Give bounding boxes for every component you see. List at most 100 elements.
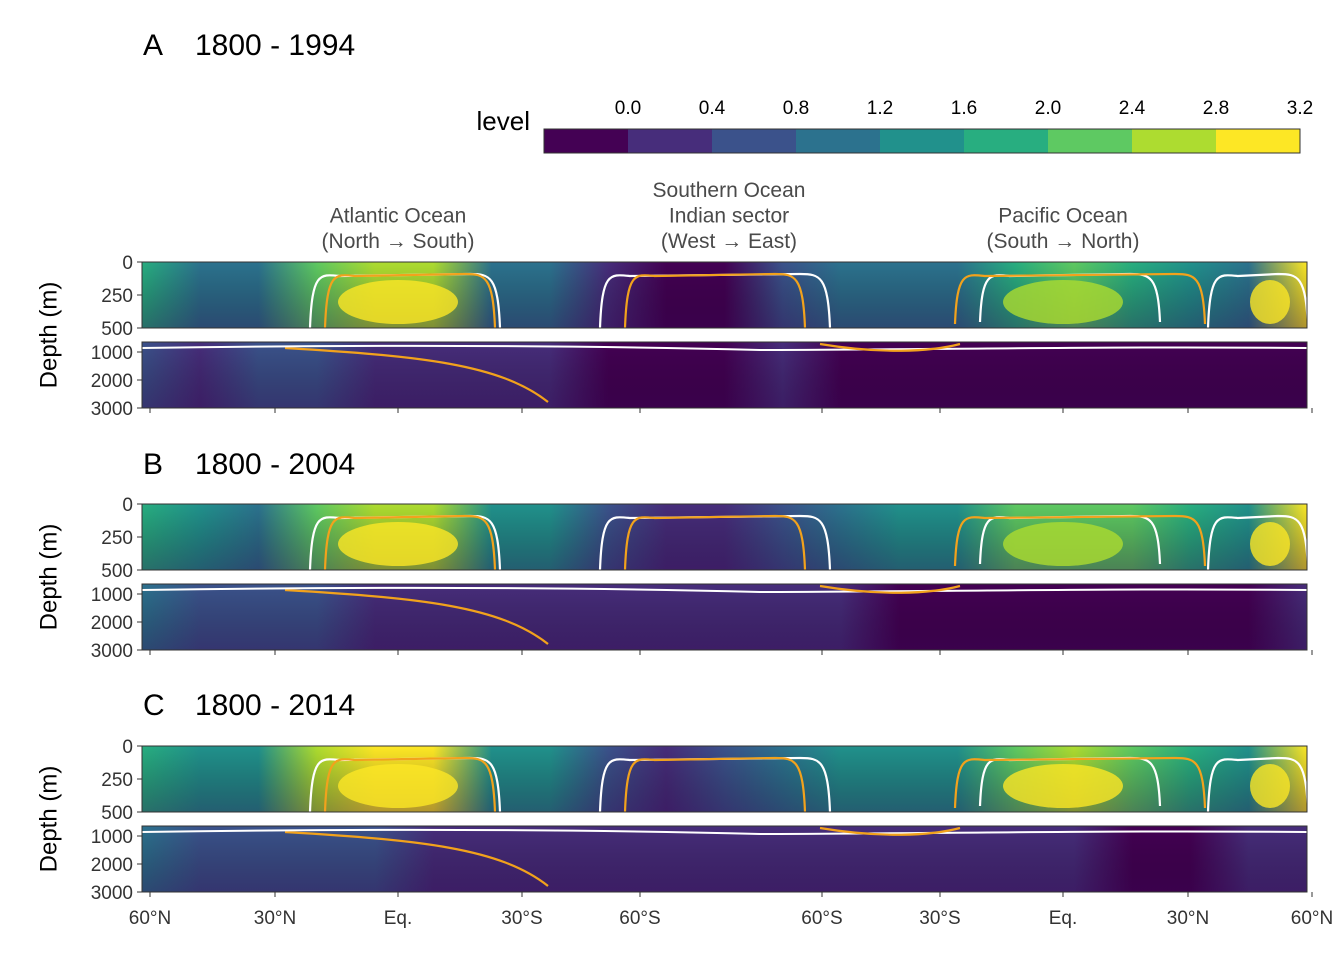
y-tick-label: 2000 — [91, 855, 133, 876]
legend-tick-label: 0.0 — [615, 98, 641, 119]
region-label-line: Pacific Ocean — [998, 205, 1128, 228]
region-label-line: Atlantic Ocean — [330, 205, 467, 228]
legend-swatch — [1132, 129, 1216, 153]
panel-letter: C — [143, 689, 165, 722]
high-patch — [1003, 764, 1123, 808]
y-tick-label: 1000 — [91, 827, 133, 848]
contour-white — [141, 828, 1308, 836]
region-label-line: (South → North) — [987, 230, 1140, 253]
panel-c: C 1800 - 2014 0 250 500 1000 2000 3000 Depth (m) — [35, 689, 1313, 904]
contour-orange — [953, 514, 1207, 567]
legend-tick-label: 3.2 — [1287, 98, 1313, 119]
depth-shade — [142, 342, 1307, 408]
y-tick-label: 250 — [101, 770, 133, 791]
y-tick-label: 3000 — [91, 883, 133, 904]
high-patch — [1003, 522, 1123, 566]
panel-letter: A — [143, 29, 163, 62]
contour-orange — [284, 830, 549, 887]
contour-orange — [284, 588, 549, 645]
legend-frame — [543, 128, 1301, 154]
y-tick-label: 1000 — [91, 343, 133, 364]
contour-white — [598, 756, 832, 813]
y-tick-label: 500 — [101, 561, 133, 582]
legend-tick-label: 0.8 — [783, 98, 809, 119]
y-tick-label: 1000 — [91, 585, 133, 606]
region-label-line: Southern Ocean — [653, 179, 806, 202]
high-patch — [338, 522, 458, 566]
panel-period: 1800 - 1994 — [195, 29, 355, 62]
region-label-line: (West → East) — [661, 230, 797, 253]
contour-orange — [284, 346, 549, 403]
contour-orange — [819, 826, 961, 836]
depth-shade — [142, 262, 1307, 328]
high-patch — [338, 280, 458, 324]
contour-white — [1206, 272, 1310, 329]
depth-shade — [142, 746, 1307, 812]
panel-a: A 1800 - 1994 0 250 500 1000 2000 3000 Depth (m) — [35, 29, 1313, 420]
x-tick-label: 60°S — [619, 908, 660, 929]
legend-tick-label: 2.4 — [1119, 98, 1146, 119]
y-axis-title: Depth (m) — [35, 766, 62, 873]
legend-tick-label: 2.0 — [1035, 98, 1061, 119]
contour-orange — [953, 756, 1207, 809]
contour-white — [1206, 514, 1310, 571]
contour-white — [1206, 756, 1310, 813]
y-tick-label: 3000 — [91, 641, 133, 662]
x-axis: 60°N 30°N Eq. 30°S 60°S 60°S 30°S Eq. 30°N 60°N — [129, 908, 1333, 929]
x-tick-label: 30°N — [1167, 908, 1209, 929]
contour-orange — [819, 342, 961, 352]
contour-white — [598, 514, 832, 571]
x-tick-label: 30°S — [501, 908, 542, 929]
region-label-line: (North → South) — [322, 230, 475, 253]
panel-letter: B — [143, 448, 163, 481]
y-tick-label: 500 — [101, 319, 133, 340]
depth-shade — [142, 584, 1307, 650]
contour-white — [141, 344, 1308, 352]
x-tick-label: 30°S — [919, 908, 960, 929]
high-patch — [1003, 280, 1123, 324]
y-axis-title: Depth (m) — [35, 282, 62, 389]
contour-orange — [623, 272, 807, 329]
contour-orange — [819, 584, 961, 594]
x-tick-label: 60°N — [129, 908, 171, 929]
contour-orange — [323, 272, 497, 329]
y-tick-label: 2000 — [91, 613, 133, 634]
legend-swatch — [712, 129, 796, 153]
y-tick-label: 0 — [122, 737, 133, 758]
legend-swatch — [628, 129, 712, 153]
x-tick-label: 30°N — [254, 908, 296, 929]
contour-orange — [323, 514, 497, 571]
panel-period: 1800 - 2004 — [195, 448, 355, 481]
legend-swatch — [1216, 129, 1300, 153]
y-tick-label: 250 — [101, 528, 133, 549]
contour-orange — [623, 514, 807, 571]
lower-frame — [141, 825, 1308, 893]
legend-tick-label: 2.8 — [1203, 98, 1229, 119]
region-labels: Atlantic Ocean(North → South) Southern Oc… — [322, 179, 1140, 253]
high-patch — [1250, 280, 1290, 324]
contour-orange — [623, 756, 807, 813]
high-patch — [1250, 522, 1290, 566]
high-patch — [1250, 764, 1290, 808]
depth-shade — [142, 504, 1307, 570]
legend-swatch — [1048, 129, 1132, 153]
legend-tick-label: 1.2 — [867, 98, 893, 119]
depth-shade — [142, 826, 1307, 892]
panels: A 1800 - 1994 0 250 500 1000 2000 3000 Depth (m)… — [35, 29, 1313, 904]
contour-orange — [323, 756, 497, 813]
y-axis-title: Depth (m) — [35, 524, 62, 631]
color-legend: level 0.0 0.4 0.8 1.2 1.6 2.0 2.4 2.8 3.2 — [477, 98, 1313, 154]
contour-orange — [953, 272, 1207, 325]
region-label-line: Indian sector — [669, 205, 789, 228]
y-tick-label: 500 — [101, 803, 133, 824]
legend-swatch — [880, 129, 964, 153]
legend-tick-label: 1.6 — [951, 98, 977, 119]
legend-title: level — [477, 106, 530, 136]
x-tick-label: 60°N — [1291, 908, 1333, 929]
x-tick-label: 60°S — [801, 908, 842, 929]
legend-tick-label: 0.4 — [699, 98, 726, 119]
contour-white — [141, 586, 1308, 594]
y-tick-label: 250 — [101, 286, 133, 307]
y-tick-label: 3000 — [91, 399, 133, 420]
